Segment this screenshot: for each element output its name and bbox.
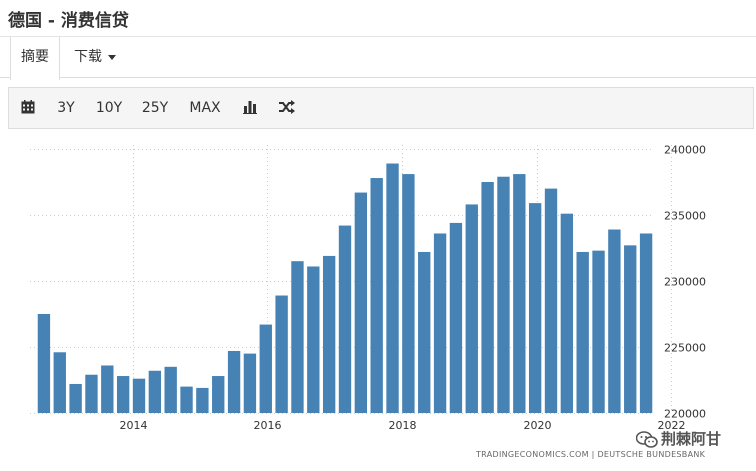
bar[interactable]	[275, 295, 288, 413]
compare-button[interactable]	[277, 88, 297, 128]
bar[interactable]	[465, 204, 478, 413]
grid-lines	[30, 145, 672, 414]
y-axis: 240000 235000 230000 225000 220000	[664, 144, 706, 421]
page-title: 德国 - 消费信贷	[8, 11, 129, 31]
bar[interactable]	[116, 376, 130, 413]
tab-bar: 摘要 下载	[0, 36, 756, 80]
bar[interactable]	[37, 314, 51, 413]
bar[interactable]	[243, 353, 257, 413]
chart-area: 240000 235000 230000 225000 220000 2014 2016 2…	[0, 130, 756, 471]
bar[interactable]	[513, 174, 526, 413]
bar[interactable]	[576, 251, 589, 413]
calendar-icon	[21, 100, 35, 114]
chart-toolbar: 3Y 10Y 25Y MAX	[8, 87, 754, 129]
range-3y-button[interactable]: 3Y	[57, 100, 75, 116]
bar[interactable]	[608, 229, 621, 413]
x-tick-label: 2016	[254, 419, 282, 432]
bar[interactable]	[164, 366, 177, 413]
bar[interactable]	[433, 233, 447, 413]
tab-summary-label: 摘要	[21, 49, 49, 65]
bar[interactable]	[497, 176, 510, 413]
bar[interactable]	[148, 370, 162, 413]
y-tick-label: 235000	[664, 210, 706, 223]
x-tick-label: 2014	[120, 419, 148, 432]
bar[interactable]	[386, 163, 399, 413]
range-25y-button[interactable]: 25Y	[141, 100, 169, 116]
bar[interactable]	[481, 182, 494, 413]
bar[interactable]	[354, 192, 368, 413]
download-dropdown[interactable]: 下载	[74, 37, 116, 79]
bar[interactable]	[402, 174, 415, 413]
bar[interactable]	[227, 350, 241, 413]
y-tick-label: 240000	[664, 144, 706, 157]
chart-type-button[interactable]	[240, 88, 260, 128]
tab-summary[interactable]: 摘要	[10, 37, 60, 80]
bar[interactable]	[322, 255, 336, 413]
wechat-icon	[636, 430, 658, 448]
bar[interactable]	[560, 213, 574, 413]
source-credit: TRADINGECONOMICS.COM | DEUTSCHE BUNDESBA…	[476, 450, 706, 459]
bar[interactable]	[69, 383, 82, 413]
watermark-text: 荆棘阿甘	[661, 430, 722, 448]
shuffle-icon	[279, 100, 295, 114]
y-tick-label: 225000	[664, 342, 706, 355]
bar[interactable]	[449, 222, 463, 413]
bar[interactable]	[291, 261, 304, 413]
bar[interactable]	[639, 233, 653, 413]
y-tick-label: 220000	[664, 408, 706, 421]
y-tick-label: 230000	[664, 276, 706, 289]
bar[interactable]	[180, 386, 193, 413]
range-10y-button[interactable]: 10Y	[95, 100, 123, 116]
watermark: 荆棘阿甘	[636, 428, 721, 450]
bar[interactable]	[101, 365, 114, 413]
calendar-button[interactable]	[18, 88, 38, 128]
x-tick-label: 2020	[524, 419, 552, 432]
bar[interactable]	[132, 378, 146, 413]
bar[interactable]	[53, 352, 66, 413]
bar[interactable]	[592, 250, 605, 413]
bar[interactable]	[196, 387, 209, 413]
chevron-down-icon	[108, 54, 116, 60]
bar[interactable]	[85, 374, 98, 413]
x-tick-label: 2018	[389, 419, 417, 432]
bar[interactable]	[528, 203, 542, 413]
bar[interactable]	[307, 266, 320, 413]
bar[interactable]	[370, 178, 383, 413]
x-axis: 2014 2016 2018 2020 2022	[120, 419, 686, 432]
range-max-button[interactable]: MAX	[189, 100, 221, 116]
tab-download-label: 下载	[74, 49, 102, 65]
bar[interactable]	[624, 245, 637, 413]
bar[interactable]	[544, 188, 558, 413]
bar[interactable]	[338, 225, 352, 413]
bar-chart-icon	[243, 101, 257, 114]
bar[interactable]	[418, 251, 431, 413]
x-tick-label: 2022	[658, 419, 686, 432]
bar-series	[37, 163, 653, 413]
bar[interactable]	[259, 324, 272, 413]
bar[interactable]	[212, 376, 225, 413]
